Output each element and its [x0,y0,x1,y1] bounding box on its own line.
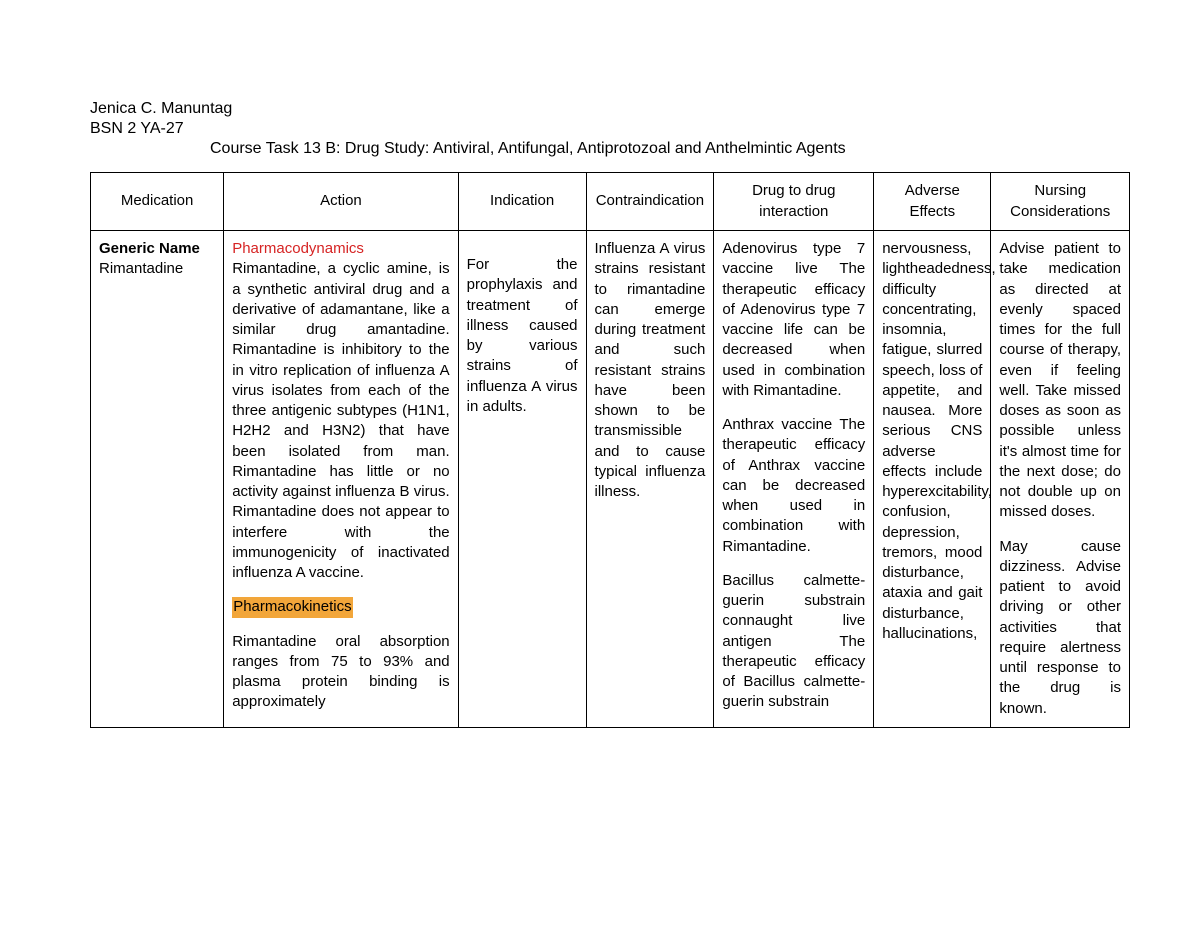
col-interaction: Drug to drug interaction [714,173,874,231]
col-medication: Medication [91,173,224,231]
table-row: Generic Name Rimantadine Pharmacodynamic… [91,231,1130,728]
cell-nursing: Advise patient to take medication as dir… [991,231,1130,728]
cell-adverse: nervousness, lightheadedness, difficulty… [874,231,991,728]
course-task-title: Course Task 13 B: Drug Study: Antiviral,… [90,140,1130,158]
cell-interaction: Adenovirus type 7 vaccine live The thera… [714,231,874,728]
pharmacokinetics-text: Rimantadine oral absorption ranges from … [232,632,449,713]
generic-name-value: Rimantadine [99,259,215,279]
document-header: Jenica C. Manuntag BSN 2 YA-27 Course Ta… [90,100,1130,158]
interaction-para-1: Adenovirus type 7 vaccine live The thera… [722,239,865,401]
drug-study-table: Medication Action Indication Contraindic… [90,172,1130,728]
pharmacodynamics-text: Rimantadine, a cyclic amine, is a synthe… [232,259,449,583]
indication-text: For the prophylaxis and treatment of ill… [467,255,578,417]
cell-contraindication: Influenza A virus strains resistant to r… [586,231,714,728]
student-name: Jenica C. Manuntag [90,100,1130,118]
interaction-para-3: Bacillus calmette-guerin substrain conna… [722,571,865,713]
document-page: Jenica C. Manuntag BSN 2 YA-27 Course Ta… [0,0,1200,728]
contraindication-text: Influenza A virus strains resistant to r… [595,239,706,502]
cell-action: Pharmacodynamics Rimantadine, a cyclic a… [224,231,458,728]
generic-name-label: Generic Name [99,239,215,259]
table-header-row: Medication Action Indication Contraindic… [91,173,1130,231]
pharmacodynamics-label: Pharmacodynamics [232,239,449,259]
adverse-text: nervousness, lightheadedness, difficulty… [882,239,982,644]
col-adverse: Adverse Effects [874,173,991,231]
col-nursing: Nursing Considerations [991,173,1130,231]
col-action: Action [224,173,458,231]
cell-medication: Generic Name Rimantadine [91,231,224,728]
table-header: Medication Action Indication Contraindic… [91,173,1130,231]
pharmacokinetics-label: Pharmacokinetics [232,597,352,617]
col-contraindication: Contraindication [586,173,714,231]
cell-indication: For the prophylaxis and treatment of ill… [458,231,586,728]
interaction-para-2: Anthrax vaccine The therapeutic efficacy… [722,415,865,557]
nursing-para-1: Advise patient to take medication as dir… [999,239,1121,523]
col-indication: Indication [458,173,586,231]
nursing-para-2: May cause dizziness. Advise patient to a… [999,537,1121,719]
student-section: BSN 2 YA-27 [90,120,1130,138]
